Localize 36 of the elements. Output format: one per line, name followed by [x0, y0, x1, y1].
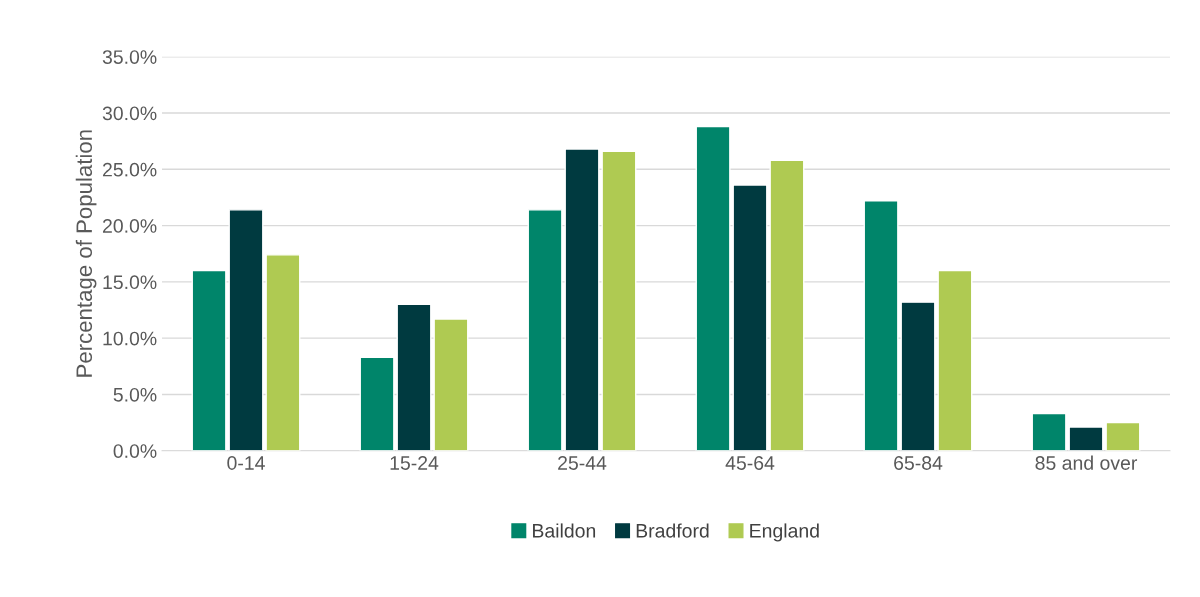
bar	[601, 150, 637, 451]
bar	[1105, 421, 1141, 451]
bar	[695, 125, 731, 451]
bar	[359, 356, 395, 451]
bar	[732, 184, 768, 451]
bar	[1031, 412, 1067, 451]
y-tick-label: 15.0%	[103, 275, 157, 290]
bar	[265, 254, 301, 451]
y-tick-label: 5.0%	[113, 387, 157, 402]
bar	[900, 301, 936, 451]
y-axis-title: Percentage of Population	[75, 130, 97, 377]
bar	[527, 209, 563, 451]
x-tick-label: 65-84	[894, 456, 943, 470]
x-tick-label: 45-64	[725, 456, 775, 470]
y-tick-label: 0.0%	[113, 444, 157, 458]
bar	[863, 200, 899, 451]
bar	[564, 148, 600, 451]
bar	[433, 318, 469, 451]
x-tick-label: 15-24	[390, 456, 439, 470]
bar	[396, 303, 432, 451]
legend-label: Bradford	[636, 523, 709, 538]
x-tick-label: 85 and over	[1035, 455, 1138, 470]
bar	[1068, 426, 1104, 451]
y-tick-label: 10.0%	[103, 331, 157, 346]
y-tick-label: 25.0%	[102, 162, 157, 177]
y-tick-label: 30.0%	[102, 106, 157, 121]
y-tick-label: 35.0%	[102, 50, 157, 64]
bar	[228, 209, 264, 451]
legend-label: Baildon	[533, 523, 596, 538]
bar	[191, 269, 227, 451]
x-tick-label: 25-44	[558, 456, 607, 470]
legend-label: England	[750, 523, 819, 542]
bar	[937, 269, 973, 451]
y-tick-label: 20.0%	[102, 219, 157, 233]
bar	[769, 159, 805, 451]
x-tick-label: 0-14	[227, 456, 265, 470]
